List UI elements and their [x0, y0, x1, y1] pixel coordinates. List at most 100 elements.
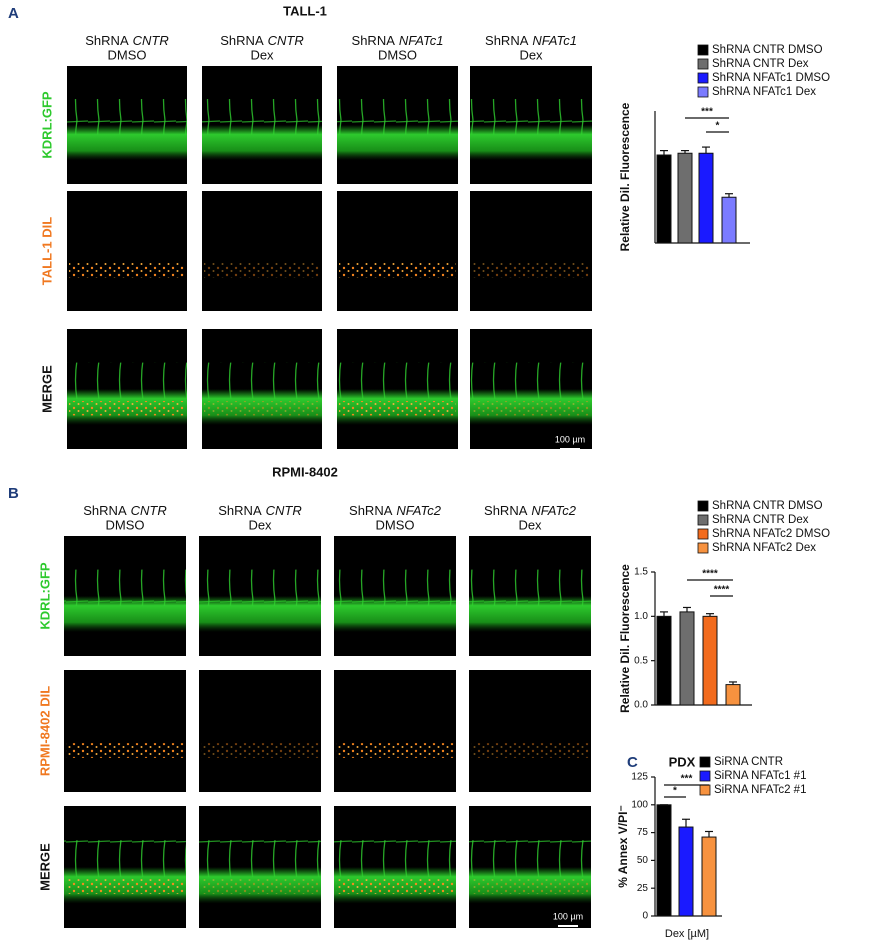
cell-dots — [471, 879, 589, 894]
legend-label: ShRNA NFATc2 DMSO — [712, 528, 830, 540]
significance-label: **** — [714, 585, 730, 596]
column-header: ShRNA NFATc2 — [484, 503, 577, 518]
column-gene: NFATc1 — [532, 33, 577, 48]
column-condition: Dex — [250, 47, 274, 62]
vessel-band — [199, 806, 321, 928]
row-label: KDRL:GFP — [39, 91, 54, 158]
y-tick-label: 125 — [631, 772, 648, 783]
legend-label: ShRNA CNTR DMSO — [712, 44, 823, 56]
vessel-band — [202, 329, 322, 449]
panel-label: B — [8, 485, 19, 502]
column-condition: DMSO — [106, 517, 145, 532]
vessel-band — [337, 329, 458, 449]
legend-label: SiRNA NFATc2 #1 — [714, 784, 806, 796]
legend-label: ShRNA CNTR Dex — [712, 58, 809, 70]
vessel-band — [337, 66, 458, 184]
row-label: KDRL:GFP — [37, 562, 52, 629]
vessel-band — [64, 806, 186, 928]
column-prefix: ShRNA — [83, 503, 127, 518]
y-tick-label: 50 — [637, 855, 649, 866]
micrograph — [337, 191, 458, 311]
vessel-band — [470, 329, 592, 449]
column-prefix: ShRNA — [485, 33, 529, 48]
scale-bar-label: 100 µm — [555, 434, 585, 444]
cell-dots — [336, 743, 454, 758]
legend-swatch — [697, 514, 709, 526]
y-tick-label: 100 — [631, 799, 648, 810]
cell-dots — [472, 401, 590, 416]
column-header: ShRNA NFATc2 — [349, 503, 442, 518]
micrograph — [64, 670, 186, 792]
vessel-band — [202, 66, 322, 184]
vessel-band — [199, 536, 321, 656]
legend-swatch — [697, 86, 709, 98]
cell-dots — [201, 743, 319, 758]
micrograph — [199, 670, 321, 792]
vessel-band — [334, 806, 456, 928]
cell-dots — [66, 743, 184, 758]
column-gene: NFATc1 — [399, 33, 444, 48]
column-gene: CNTR — [268, 33, 304, 48]
bar — [679, 611, 695, 706]
column-header: ShRNA CNTR — [220, 33, 303, 48]
micrograph — [67, 191, 187, 311]
significance-label: **** — [702, 569, 718, 580]
column-header: ShRNA NFATc1 — [485, 33, 577, 48]
cell-dots — [204, 401, 320, 416]
column-condition: Dex — [519, 47, 543, 62]
column-prefix: ShRNA — [218, 503, 262, 518]
panel-label: A — [8, 5, 19, 22]
micrograph — [334, 670, 456, 792]
column-prefix: ShRNA — [220, 33, 264, 48]
legend-label: ShRNA NFATc2 Dex — [712, 542, 816, 554]
panel-label: C — [627, 754, 638, 771]
column-header: ShRNA CNTR — [83, 503, 166, 518]
bar — [725, 684, 741, 706]
y-axis-label: Relative Dil. Fluorescence — [618, 564, 632, 713]
bar — [656, 804, 672, 917]
column-condition: DMSO — [376, 517, 415, 532]
legend-swatch — [697, 542, 709, 554]
cell-dots — [204, 263, 320, 278]
cell-dots — [66, 879, 184, 894]
column-prefix: ShRNA — [85, 33, 129, 48]
cell-dots — [339, 401, 456, 416]
column-condition: DMSO — [378, 47, 417, 62]
y-tick-label: 25 — [637, 883, 649, 894]
legend-swatch — [697, 44, 709, 56]
bar — [656, 615, 672, 706]
bar — [702, 615, 718, 706]
legend-swatch — [699, 756, 711, 768]
bar — [701, 836, 717, 917]
x-axis-label: Dex [µM] — [665, 928, 709, 940]
y-tick-label: 1.0 — [634, 611, 648, 622]
y-tick-label: 1.5 — [634, 567, 648, 578]
row-label: TALL-1 DIL — [39, 217, 54, 285]
panel-title: RPMI-8402 — [272, 464, 338, 479]
cell-dots — [201, 879, 319, 894]
scale-bar-label: 100 µm — [553, 911, 583, 921]
significance-label: * — [673, 786, 677, 797]
column-header: ShRNA NFATc1 — [352, 33, 444, 48]
significance-label: *** — [701, 107, 713, 118]
column-prefix: ShRNA — [349, 503, 393, 518]
micrograph — [469, 670, 591, 792]
micrograph — [470, 191, 592, 311]
vessel-band — [67, 329, 187, 449]
vessel-band — [67, 66, 187, 184]
y-tick-label: 75 — [637, 827, 649, 838]
column-header: ShRNA CNTR — [85, 33, 168, 48]
legend-swatch — [699, 784, 711, 796]
significance-label: * — [716, 121, 720, 132]
column-gene: NFATc2 — [396, 503, 441, 518]
bar — [721, 196, 737, 244]
vessel-band — [469, 536, 591, 656]
legend-label: ShRNA NFATc1 DMSO — [712, 72, 830, 84]
column-prefix: ShRNA — [484, 503, 528, 518]
legend-swatch — [697, 72, 709, 84]
vessel-band — [470, 66, 592, 184]
legend-label: ShRNA CNTR Dex — [712, 514, 809, 526]
row-label: MERGE — [39, 365, 54, 413]
vessel-band — [64, 536, 186, 656]
